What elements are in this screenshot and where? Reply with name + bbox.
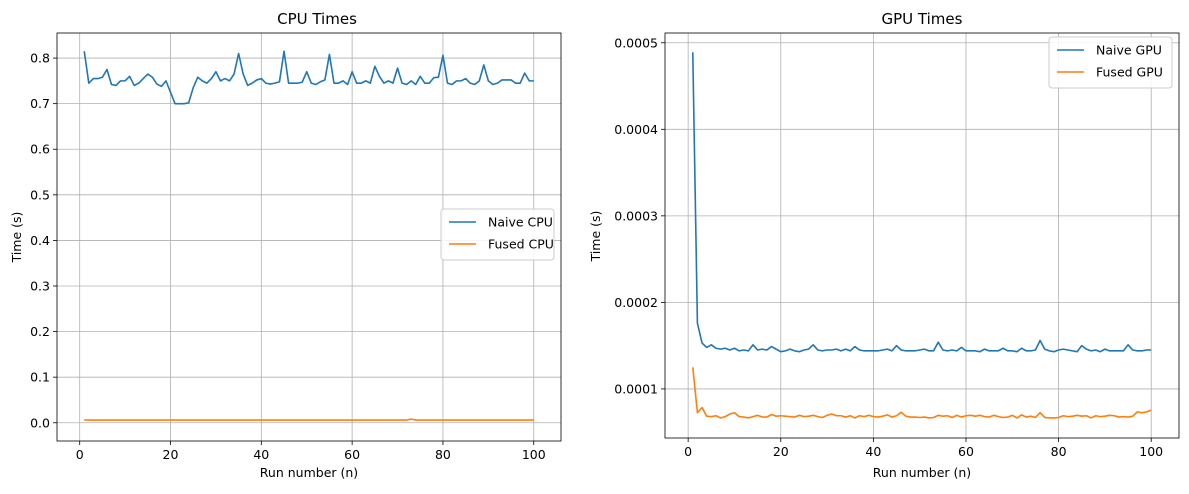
y-axis-label: Time (s) — [9, 212, 24, 264]
legend-label-fused-gpu: Fused GPU — [1096, 65, 1163, 80]
x-tick-label: 0 — [76, 447, 84, 462]
x-axis-ticks: 0 20 40 60 80 100 — [684, 438, 1163, 459]
series-lines — [83, 50, 534, 421]
x-axis-label: Run number (n) — [260, 465, 358, 480]
y-tick-label: 0.0 — [30, 415, 50, 430]
x-tick-label: 100 — [1139, 444, 1163, 459]
x-axis-label: Run number (n) — [873, 465, 971, 480]
legend: Naive GPU Fused GPU — [1048, 36, 1173, 89]
x-tick-label: 20 — [163, 447, 179, 462]
y-axis-ticks: 0.0 0.1 0.2 0.3 0.4 0.5 0.6 0.7 0.8 — [30, 51, 57, 430]
x-tick-label: 0 — [684, 444, 692, 459]
legend-label-naive-cpu: Naive CPU — [488, 215, 553, 230]
y-tick-label: 0.0002 — [614, 295, 658, 310]
chart-title: CPU Times — [277, 10, 357, 28]
x-tick-label: 80 — [435, 447, 451, 462]
cpu-times-chart: CPU Times 0 20 40 60 80 100 0.00.10.20.30.40.… — [9, 10, 562, 480]
x-tick-label: 80 — [1051, 444, 1067, 459]
y-tick-label: 0.4 — [30, 233, 50, 248]
grid-lines — [665, 33, 1179, 438]
y-tick-label: 0.0001 — [614, 381, 658, 396]
gpu-times-chart: GPU Times 0 20 40 60 80 100 0.00010.00020.000… — [588, 10, 1180, 480]
series-line-fused-cpu — [84, 418, 534, 421]
y-tick-label: 0.5 — [30, 187, 50, 202]
y-tick-label: 0.1 — [30, 370, 50, 385]
y-axis-label: Time (s) — [588, 211, 603, 263]
x-axis-ticks: 0 20 40 60 80 100 — [76, 441, 546, 462]
x-tick-label: 100 — [522, 447, 546, 462]
y-tick-label: 0.0005 — [614, 35, 658, 50]
plot-frame — [56, 32, 562, 442]
x-tick-label: 40 — [253, 447, 269, 462]
y-tick-label: 0.2 — [30, 324, 50, 339]
x-tick-label: 40 — [865, 444, 881, 459]
x-tick-label: 60 — [958, 444, 974, 459]
y-tick-label: 0.0004 — [614, 122, 658, 137]
series-line-naive-gpu — [691, 52, 1152, 353]
y-tick-label: 0.0003 — [614, 208, 658, 223]
y-tick-label: 0.7 — [30, 96, 50, 111]
legend-label-naive-gpu: Naive GPU — [1096, 43, 1162, 58]
x-tick-label: 20 — [773, 444, 789, 459]
legend-label-fused-cpu: Fused CPU — [488, 237, 554, 252]
chart-title: GPU Times — [882, 10, 963, 28]
series-lines — [691, 52, 1152, 419]
series-line-fused-gpu — [691, 367, 1152, 419]
y-tick-label: 0.8 — [30, 51, 50, 66]
y-tick-label: 0.6 — [30, 142, 50, 157]
y-axis-ticks: 0.0001 0.0002 0.0003 0.0004 0.0005 — [614, 35, 665, 396]
plot-frame — [664, 32, 1180, 439]
legend: Naive CPU Fused CPU — [440, 208, 555, 261]
series-line-naive-cpu — [83, 50, 534, 105]
x-tick-label: 60 — [344, 447, 360, 462]
y-tick-label: 0.3 — [30, 279, 50, 294]
